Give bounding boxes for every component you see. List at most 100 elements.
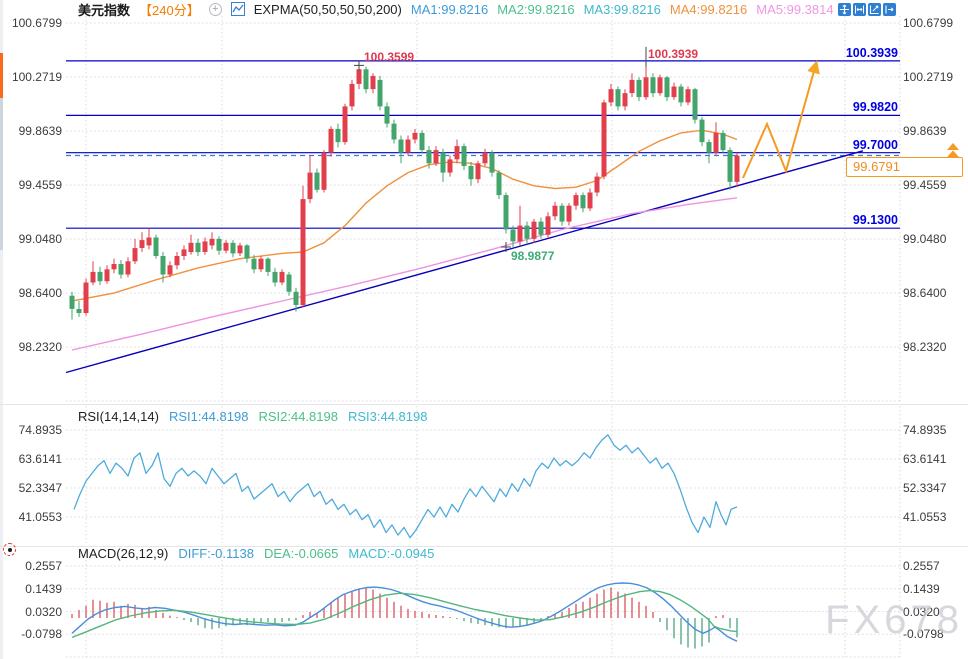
- candle: [664, 75, 670, 102]
- candle: [699, 117, 705, 147]
- y-axis-label: 100.6799: [903, 16, 954, 30]
- candle: [594, 172, 600, 197]
- left-scrollbar[interactable]: [0, 0, 3, 659]
- candle: [622, 89, 628, 111]
- candle: [307, 155, 313, 204]
- candle: [440, 148, 446, 182]
- candle: [538, 217, 544, 239]
- left-scrollbar-thumb-gray[interactable]: [0, 98, 3, 250]
- candle: [692, 87, 698, 124]
- price-level-label: 100.3939: [845, 46, 898, 60]
- candle: [727, 147, 733, 190]
- axis-scale-vertical-icon[interactable]: [868, 3, 881, 16]
- pan-tool-icon[interactable]: [838, 3, 851, 16]
- left-scrollbar-thumb-orange[interactable]: [0, 53, 3, 98]
- ma1-value: MA1:99.8216: [410, 1, 489, 17]
- price-level-label: 99.1300: [852, 213, 898, 227]
- candle: [489, 150, 495, 177]
- candle: [349, 79, 355, 111]
- macd-value: MACD:-0.0945: [348, 546, 435, 561]
- y-axis-label: 99.8639: [18, 124, 62, 139]
- ma3-value: MA3:99.8216: [583, 1, 661, 17]
- extreme-marker: [354, 60, 364, 71]
- y-axis-label: 0.1439: [25, 581, 62, 596]
- candle: [713, 122, 719, 156]
- candle: [524, 221, 530, 245]
- candle: [209, 232, 215, 250]
- candle: [496, 170, 502, 200]
- y-axis-label: 99.8639: [903, 124, 947, 139]
- trendline[interactable]: [65, 150, 864, 374]
- ema200-line: [71, 197, 738, 351]
- candle: [405, 135, 411, 156]
- y-axis-label: 100.6799: [11, 16, 62, 30]
- timeframe-label: 【240分】: [139, 2, 200, 18]
- macd-dea-value: DEA:-0.0665: [263, 546, 339, 561]
- rsi1-value: RSI1:44.8198: [168, 409, 249, 424]
- y-axis-label: -0.0798: [21, 627, 62, 642]
- chart-header: 美元指数 【240分】 + EXPMA(50,50,50,50,200) MA1…: [78, 1, 834, 18]
- current-price-badge: 99.6791: [846, 157, 963, 177]
- projection-arrow[interactable]: [742, 60, 820, 179]
- symbol-name: 美元指数: [78, 2, 131, 18]
- candle: [363, 66, 369, 94]
- y-axis-label: 74.8935: [903, 423, 947, 437]
- extreme-price-label: 100.3939: [648, 47, 699, 61]
- y-axis-label: 98.2320: [18, 340, 62, 355]
- line-chart-icon[interactable]: [230, 2, 245, 16]
- candle: [447, 155, 453, 177]
- candle: [125, 257, 131, 278]
- ma5-value: MA5:99.3814: [756, 1, 834, 17]
- price-alert-arrows-icon[interactable]: [947, 143, 959, 157]
- candle: [671, 82, 677, 100]
- y-axis-label: 52.3347: [903, 480, 947, 495]
- candle: [132, 238, 138, 264]
- y-axis-label: 0.2557: [25, 559, 62, 573]
- add-indicator-icon[interactable]: +: [208, 2, 222, 16]
- candle: [587, 188, 593, 211]
- candle: [97, 266, 103, 286]
- candle: [419, 130, 425, 153]
- candle: [76, 301, 82, 317]
- candle: [139, 232, 145, 252]
- y-axis-label: 98.6400: [903, 286, 947, 301]
- live-indicator-icon[interactable]: [3, 543, 16, 556]
- candle: [111, 258, 117, 274]
- macd-dea-line: [71, 589, 738, 639]
- candle: [300, 185, 306, 308]
- ma2-value: MA2:99.8216: [497, 1, 575, 17]
- candle: [629, 73, 635, 98]
- candle: [104, 265, 110, 284]
- candle: [615, 86, 621, 111]
- y-axis-label: 41.0553: [903, 509, 947, 524]
- candle: [258, 256, 264, 272]
- candle: [377, 75, 383, 111]
- macd-diff-value: DIFF:-0.1138: [178, 546, 254, 561]
- shift-right-icon[interactable]: [883, 3, 896, 16]
- candle: [426, 146, 432, 169]
- y-axis-label: 52.3347: [18, 480, 62, 495]
- candle: [216, 236, 222, 255]
- y-axis-label: 99.4559: [18, 178, 62, 193]
- rsi-title: RSI(14,14,14): [78, 409, 159, 424]
- rsi-line: [73, 434, 738, 539]
- candle: [342, 103, 348, 145]
- candle: [734, 152, 740, 188]
- candle: [650, 73, 656, 98]
- y-axis-label: 98.6400: [18, 286, 62, 301]
- extreme-marker: [501, 242, 511, 252]
- y-axis-label: 0.0320: [903, 604, 940, 619]
- price-level-label: 99.7000: [852, 138, 898, 152]
- axis-scale-horizontal-icon[interactable]: [853, 3, 866, 16]
- candle: [573, 192, 579, 210]
- extreme-price-label: 100.3599: [364, 50, 415, 64]
- candle: [146, 228, 152, 250]
- candle: [510, 225, 516, 247]
- y-axis-label: 99.0480: [903, 232, 947, 247]
- candle: [223, 240, 229, 254]
- candle: [384, 102, 390, 128]
- candle: [188, 234, 194, 255]
- candle: [370, 73, 376, 94]
- candle: [643, 60, 649, 100]
